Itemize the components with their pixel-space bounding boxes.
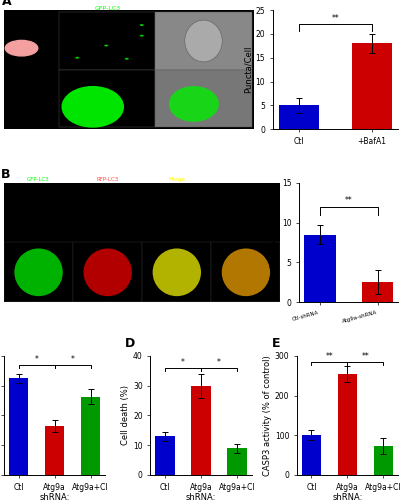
Text: GFP-LC3: GFP-LC3 [27, 176, 50, 182]
Circle shape [75, 56, 79, 58]
Bar [361, 282, 393, 302]
Bar [73, 242, 142, 302]
Text: B: B [1, 168, 11, 180]
Y-axis label: Puncta/Cell: Puncta/Cell [243, 46, 252, 94]
Bar [81, 397, 100, 475]
Ellipse shape [221, 248, 269, 296]
Circle shape [140, 34, 144, 36]
Bar [155, 70, 251, 127]
Text: **: ** [331, 14, 338, 23]
Bar [142, 242, 211, 302]
Bar [211, 242, 280, 302]
Circle shape [5, 40, 38, 56]
X-axis label: shRNA:: shRNA: [332, 493, 362, 500]
Text: **: ** [361, 352, 369, 360]
Text: *: * [180, 358, 184, 366]
Text: OPC: OPC [15, 64, 28, 70]
Bar [373, 446, 393, 475]
Bar [211, 302, 280, 362]
Circle shape [139, 24, 143, 26]
Text: GFP-LC3: GFP-LC3 [94, 6, 120, 11]
Ellipse shape [83, 248, 132, 296]
Text: RFP-LC3: RFP-LC3 [96, 176, 119, 182]
Bar [155, 436, 174, 475]
Bar [303, 234, 335, 302]
Ellipse shape [221, 308, 269, 356]
Ellipse shape [184, 20, 222, 62]
Y-axis label: Cell death (%): Cell death (%) [121, 386, 130, 446]
Text: **: ** [344, 196, 352, 205]
Text: Control: Control [49, 30, 54, 52]
Bar [59, 70, 155, 127]
Bar [278, 106, 318, 129]
Bar [73, 302, 142, 362]
Circle shape [124, 58, 128, 59]
Text: +BafA1: +BafA1 [49, 86, 54, 110]
Ellipse shape [168, 86, 218, 122]
Bar [4, 242, 73, 302]
Text: E: E [271, 337, 279, 350]
Bar [227, 448, 246, 475]
Ellipse shape [152, 248, 200, 296]
Text: D: D [125, 337, 135, 350]
Y-axis label: CASP3 activity (% of control): CASP3 activity (% of control) [262, 355, 271, 476]
Bar [8, 378, 28, 475]
Circle shape [104, 44, 108, 46]
Bar [190, 386, 211, 475]
X-axis label: shRNA:: shRNA: [185, 493, 216, 500]
Text: Atg9a-shRNA: Atg9a-shRNA [0, 314, 1, 350]
X-axis label: shRNA:: shRNA: [39, 493, 69, 500]
Bar [155, 12, 251, 70]
Bar [301, 436, 320, 475]
Ellipse shape [83, 308, 132, 356]
Text: Ctl-shRNA: Ctl-shRNA [0, 258, 1, 286]
Text: *: * [217, 358, 221, 366]
Text: A: A [2, 0, 11, 8]
Text: **: ** [325, 352, 332, 360]
Text: *: * [34, 354, 38, 364]
Text: *: * [71, 354, 74, 364]
Ellipse shape [61, 86, 124, 128]
Bar [4, 302, 73, 362]
Text: Merge: Merge [168, 176, 185, 182]
Bar [59, 12, 155, 70]
Ellipse shape [152, 308, 200, 356]
Y-axis label: Red:Yellow Puncta: Red:Yellow Puncta [269, 204, 279, 281]
Bar [337, 374, 356, 475]
Ellipse shape [14, 308, 63, 356]
Ellipse shape [14, 248, 63, 296]
Bar [142, 302, 211, 362]
Bar [351, 44, 391, 129]
Bar [45, 426, 64, 475]
